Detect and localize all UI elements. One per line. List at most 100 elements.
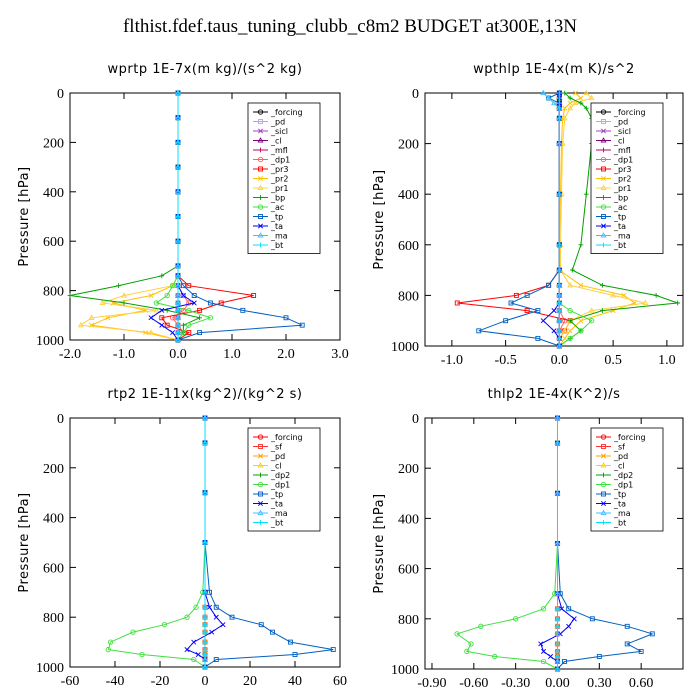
legend-marker	[258, 119, 263, 124]
data-point	[175, 115, 181, 121]
data-point	[599, 308, 605, 313]
legend-label: _bp	[613, 194, 628, 203]
data-point	[513, 292, 519, 298]
data-point	[535, 308, 541, 314]
data-point	[170, 330, 176, 336]
data-point	[588, 307, 595, 313]
data-point	[164, 322, 170, 328]
plot-frame	[424, 92, 684, 347]
legend-marker	[257, 500, 264, 507]
data-point	[555, 623, 560, 629]
legend-label: _forcing	[613, 108, 646, 117]
data-point	[159, 315, 165, 321]
data-point	[624, 641, 630, 647]
series-line	[558, 93, 593, 347]
legend-label: _bp	[270, 194, 285, 203]
data-point	[567, 335, 573, 342]
series-line	[107, 418, 206, 668]
legend-marker	[258, 472, 263, 478]
data-point	[197, 330, 203, 336]
data-point	[638, 648, 644, 654]
legend-marker	[600, 175, 607, 182]
data-point	[571, 616, 577, 622]
data-point	[555, 641, 560, 647]
legend-label: _pd	[270, 452, 285, 461]
legend-label: _pd	[613, 452, 628, 461]
data-point	[583, 89, 590, 96]
data-point	[202, 639, 208, 645]
data-point	[556, 191, 562, 197]
legend-label: _pd	[613, 118, 628, 127]
legend-marker	[257, 462, 264, 468]
legend-label: _forcing	[270, 108, 303, 117]
data-point	[191, 293, 197, 298]
series-line	[542, 92, 560, 346]
x-tick-label: 0.30	[587, 676, 612, 691]
data-point	[139, 651, 145, 658]
data-point	[258, 622, 264, 628]
chart-3: rtp2 1E-11x(kg^2)/(kg^2 s) Pressure [hPa]…	[17, 387, 347, 689]
y-tick-label: 400	[43, 512, 64, 527]
legend-marker	[600, 232, 607, 238]
data-point	[541, 648, 547, 654]
data-point	[202, 440, 208, 446]
series-ta	[148, 90, 197, 343]
legend-label: _tp	[613, 213, 626, 222]
data-point	[191, 656, 197, 663]
data-point	[121, 292, 127, 298]
data-point	[578, 328, 584, 334]
data-point	[213, 657, 219, 662]
data-point	[555, 649, 560, 654]
legend-label: _bt	[270, 241, 283, 250]
legend-label: _ac	[613, 203, 627, 212]
legend-label: _pr1	[613, 184, 631, 193]
y-tick-label: 1000	[36, 334, 64, 349]
data-point	[213, 604, 219, 610]
data-point	[555, 541, 560, 546]
data-point	[556, 90, 562, 96]
data-point	[186, 330, 192, 336]
data-point	[202, 415, 208, 421]
legend-marker	[257, 175, 264, 182]
series-bt	[556, 90, 562, 349]
data-point	[202, 614, 208, 620]
data-point	[169, 282, 176, 288]
legend-marker	[601, 119, 606, 124]
data-point	[524, 308, 530, 314]
data-point	[468, 641, 474, 647]
page-title: flthist.fdef.taus_tuning_clubb_c8m2 BUDG…	[122, 16, 577, 37]
y-tick-label: 0	[412, 412, 419, 427]
series-bt	[555, 415, 560, 672]
x-tick-label: -0.60	[459, 676, 488, 691]
legend-label: _ta	[270, 222, 283, 231]
data-point	[567, 281, 574, 288]
data-point	[175, 337, 181, 343]
legend-marker	[257, 481, 264, 488]
data-point	[116, 283, 121, 289]
data-point	[562, 659, 567, 664]
legend: _forcing_sf_pd_cl_dp2_dp1_tp_ta_ma_bt	[247, 427, 321, 532]
legend-label: _ta	[613, 222, 626, 231]
data-point	[148, 315, 154, 321]
data-point	[556, 115, 562, 121]
series-bt	[175, 90, 181, 343]
x-tick-label: 1.0	[658, 353, 676, 368]
data-point	[99, 299, 106, 305]
y-axis-label: Pressure [hPa]	[372, 169, 387, 269]
data-point	[153, 307, 160, 313]
data-point	[578, 242, 584, 248]
data-point	[175, 164, 181, 170]
x-tick-label: 0.60	[629, 676, 654, 691]
legend-marker	[601, 472, 606, 478]
data-point	[556, 267, 562, 273]
legend-marker	[258, 520, 263, 525]
y-tick-label: 800	[398, 289, 419, 304]
legend-label: _ta	[613, 500, 626, 509]
legend-marker	[600, 453, 607, 459]
chart-title: thlp2 1E-4x(K^2)/s	[488, 387, 621, 402]
data-point	[559, 606, 565, 612]
legend-marker	[601, 491, 606, 497]
y-tick-label: 600	[43, 235, 64, 250]
x-tick-label: 60	[333, 674, 347, 689]
legend-marker	[601, 166, 606, 172]
